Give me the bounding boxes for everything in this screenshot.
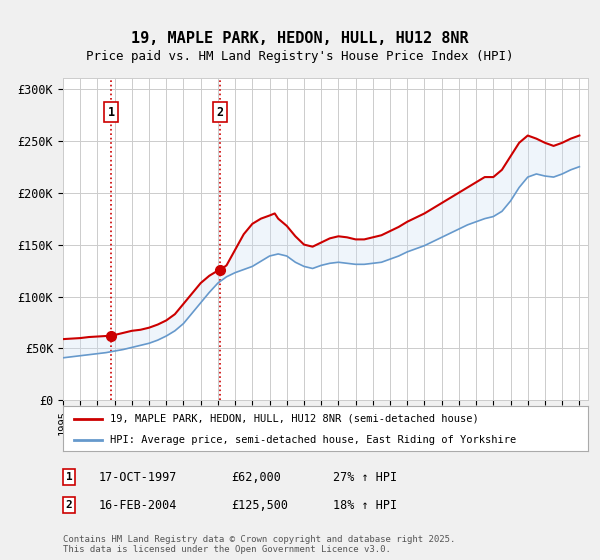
Text: 17-OCT-1997: 17-OCT-1997 [99,470,178,484]
Text: £62,000: £62,000 [231,470,281,484]
Text: 19, MAPLE PARK, HEDON, HULL, HU12 8NR: 19, MAPLE PARK, HEDON, HULL, HU12 8NR [131,31,469,46]
Text: HPI: Average price, semi-detached house, East Riding of Yorkshire: HPI: Average price, semi-detached house,… [110,435,517,445]
Text: 2: 2 [65,500,73,510]
Text: 2: 2 [217,106,224,119]
Text: £125,500: £125,500 [231,498,288,512]
Text: 18% ↑ HPI: 18% ↑ HPI [333,498,397,512]
Text: 1: 1 [65,472,73,482]
Text: 27% ↑ HPI: 27% ↑ HPI [333,470,397,484]
Text: 16-FEB-2004: 16-FEB-2004 [99,498,178,512]
Text: Contains HM Land Registry data © Crown copyright and database right 2025.
This d: Contains HM Land Registry data © Crown c… [63,535,455,554]
Text: 1: 1 [107,106,115,119]
Text: 19, MAPLE PARK, HEDON, HULL, HU12 8NR (semi-detached house): 19, MAPLE PARK, HEDON, HULL, HU12 8NR (s… [110,413,479,423]
Text: Price paid vs. HM Land Registry's House Price Index (HPI): Price paid vs. HM Land Registry's House … [86,50,514,63]
